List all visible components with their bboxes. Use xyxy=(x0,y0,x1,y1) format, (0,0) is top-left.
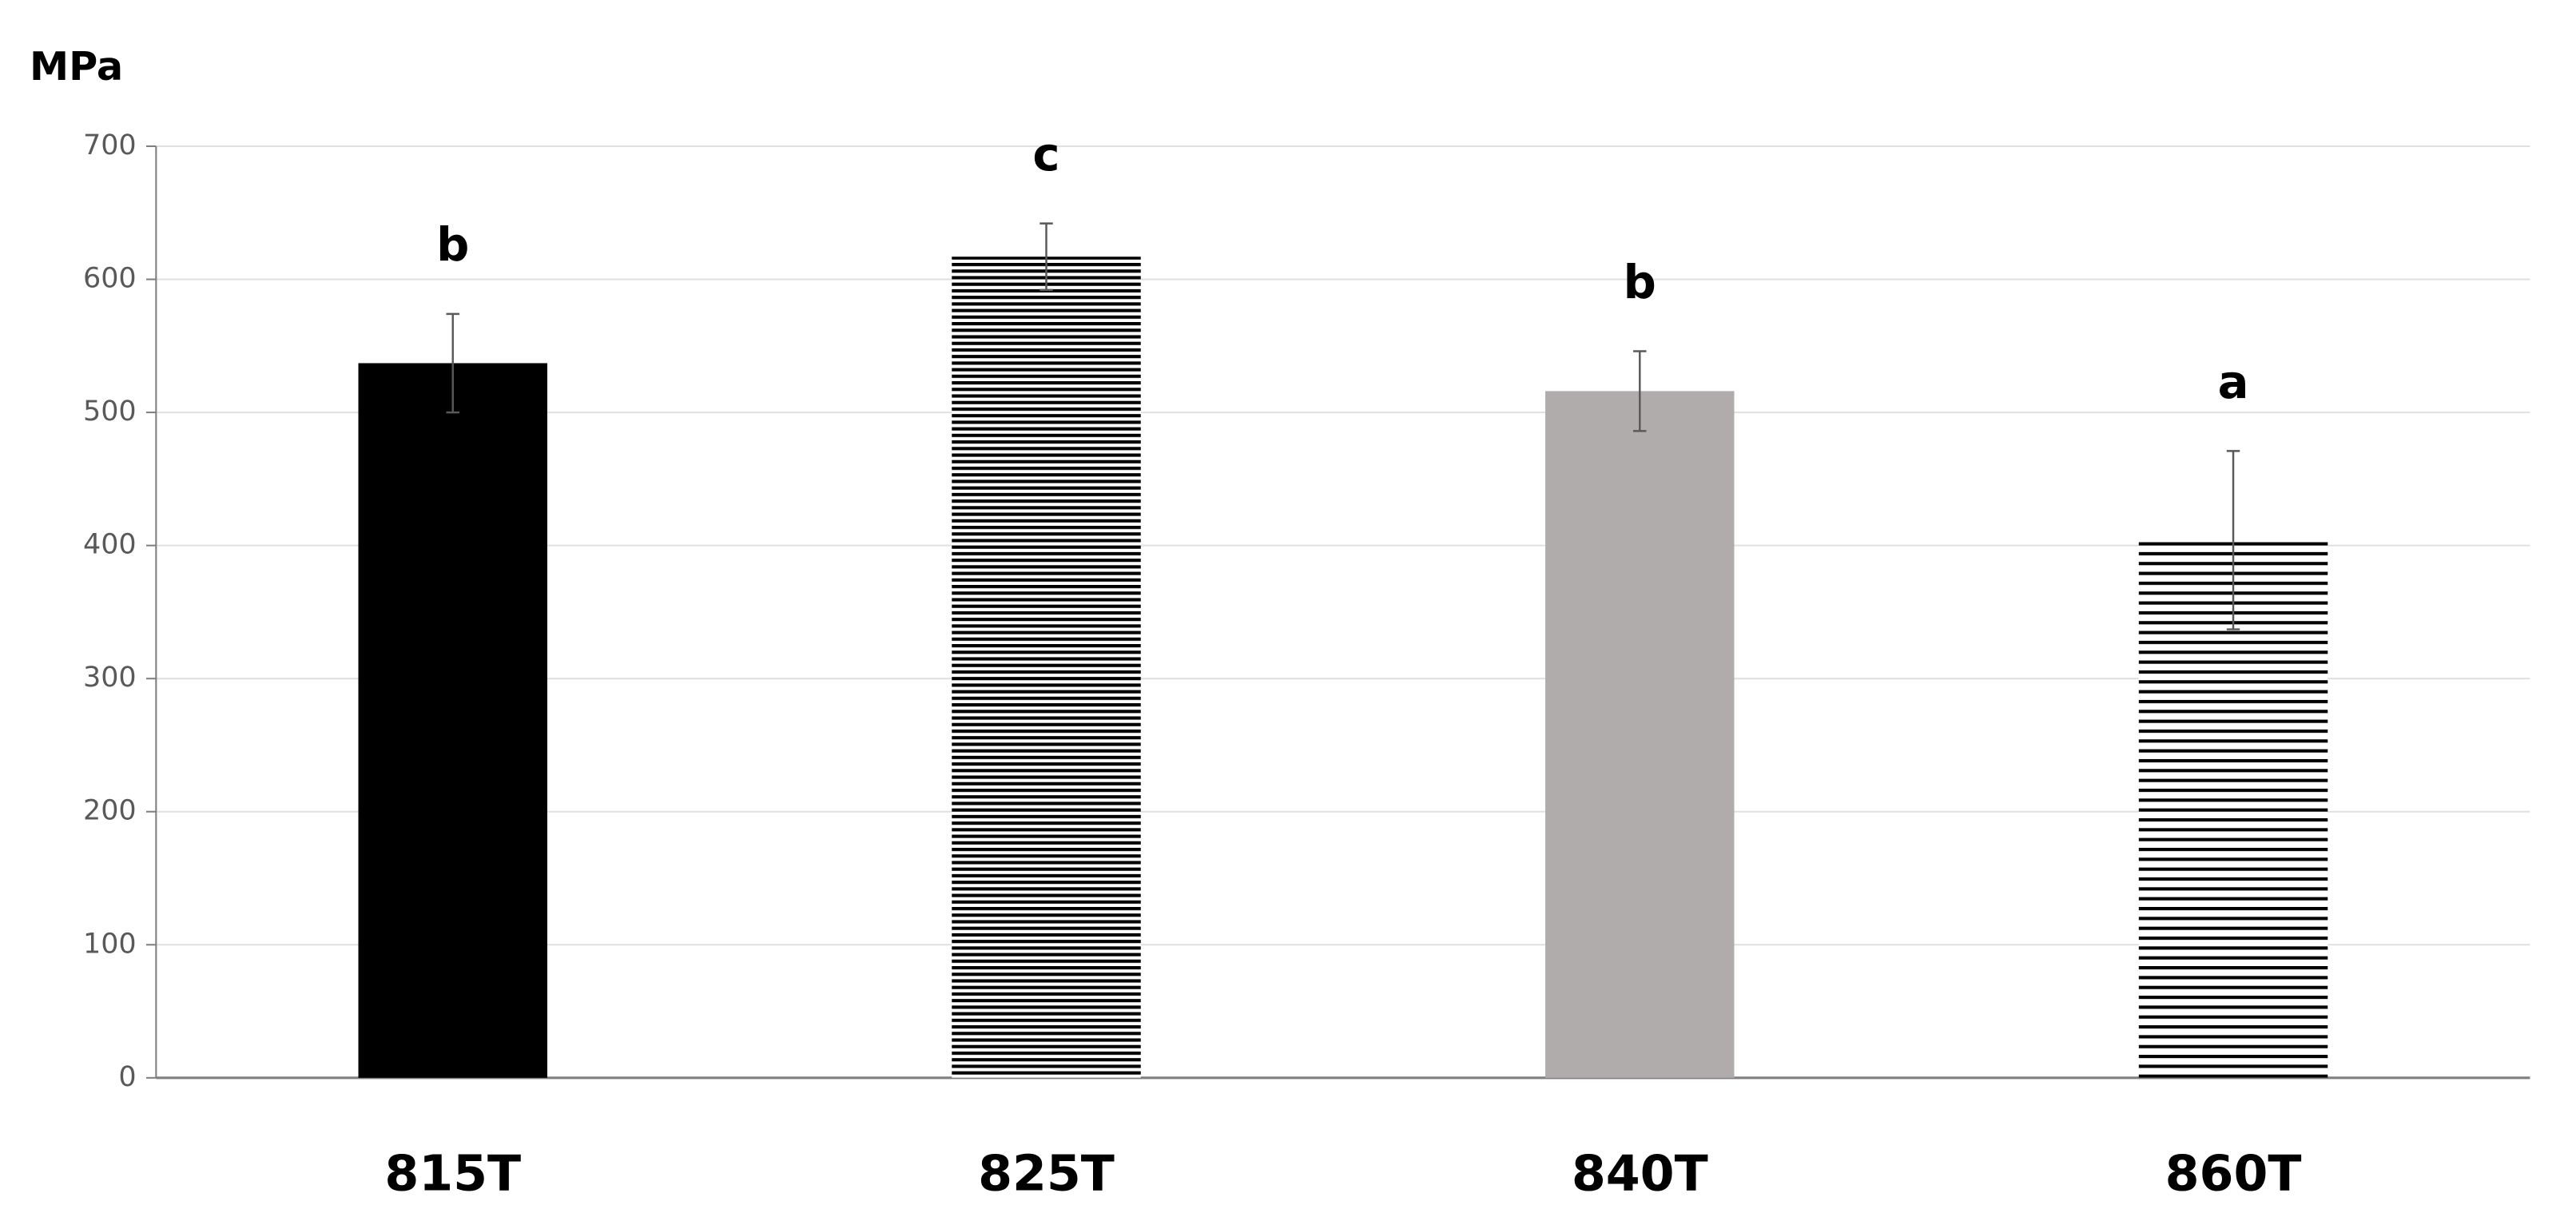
x-tick-label: 825T xyxy=(978,1144,1115,1202)
y-tick-label: 600 xyxy=(83,263,137,295)
bar xyxy=(358,363,547,1078)
y-tick-label: 0 xyxy=(118,1061,136,1093)
bar xyxy=(952,257,1141,1078)
significance-letter: b xyxy=(436,218,469,272)
x-tick-label: 815T xyxy=(384,1144,521,1202)
x-tick-label: 840T xyxy=(1572,1144,1708,1202)
significance-letter: b xyxy=(1624,256,1656,309)
bar xyxy=(1545,391,1735,1078)
y-axis-label: MPa xyxy=(30,43,123,89)
y-tick-label: 100 xyxy=(83,928,137,960)
x-tick-label: 860T xyxy=(2165,1144,2302,1202)
y-tick-label: 400 xyxy=(83,529,137,561)
y-tick-label: 500 xyxy=(83,396,137,428)
significance-letter: c xyxy=(1032,128,1059,181)
y-tick-label: 200 xyxy=(83,795,137,827)
y-tick-label: 700 xyxy=(83,129,137,161)
y-tick-label: 300 xyxy=(83,662,137,694)
significance-letter: a xyxy=(2218,356,2249,409)
